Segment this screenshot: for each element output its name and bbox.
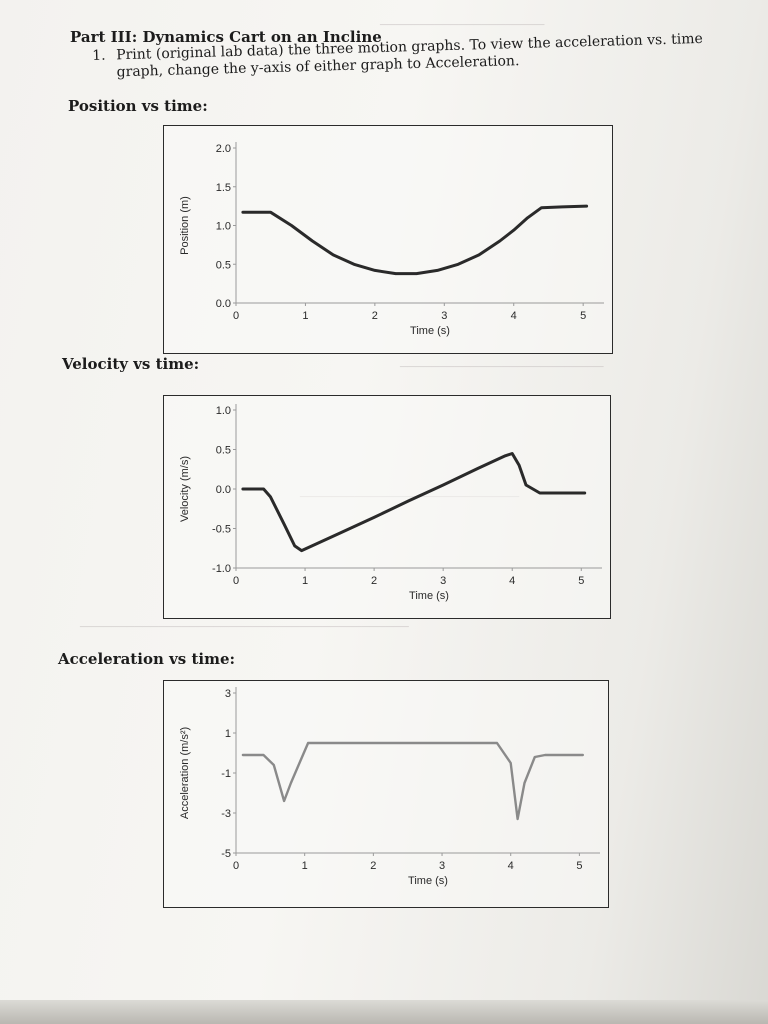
y-tick-label: 1.0 (216, 221, 231, 233)
velocity-section-label: Velocity vs time: (62, 355, 200, 373)
y-axis-title: Velocity (m/s) (179, 456, 191, 522)
y-tick-label: 2.0 (216, 143, 231, 155)
y-tick-label: 1.5 (216, 182, 231, 194)
x-tick-label: 4 (508, 860, 514, 872)
bleed-through-text: ────────────────────────────────────────… (80, 620, 409, 635)
x-tick-label: 1 (302, 860, 308, 872)
velocity-plot-svg: 1.0 0.5 0.0 -0.5 -1.00 1 2 3 4 5 Time (s) Velocity … (179, 404, 602, 602)
y-tick-label: -3 (221, 808, 231, 820)
x-tick-label: 0 (233, 860, 239, 872)
x-tick-label: 1 (302, 310, 308, 322)
position-data-line (241, 204, 589, 276)
acceleration-plot-svg: 3 1 -1 -3 -50 1 2 3 4 5 Time (s) Acceleration (m/s²… (179, 687, 600, 887)
velocity-vs-time-chart: 1.0 0.5 0.0 -0.5 -1.0 0 1 2 3 4 5 Time (s) Velocity … (163, 395, 611, 619)
x-tick-label: 5 (578, 575, 584, 587)
acceleration-data-line (241, 741, 584, 821)
x-tick-label: 0 (233, 310, 239, 322)
bleed-through-text: ────────────────────────── (400, 360, 604, 375)
x-tick-label: 0 (233, 575, 239, 587)
position-plot-svg: 2.0 1.5 1.0 0.5 0.00 1 2 3 4 5 Time (s) Position (m… (179, 142, 604, 337)
part-title: Part III: Dynamics Cart on an Incline (70, 28, 382, 46)
acceleration-vs-time-chart: 3 1 -1 -3 -5 0 1 2 3 4 5 Time (s) Acceleration (m/s²… (163, 680, 609, 908)
y-tick-label: 1 (225, 728, 231, 740)
acceleration-section-label: Acceleration vs time: (58, 650, 236, 668)
step-number: 1. (92, 47, 106, 64)
x-tick-label: 2 (372, 310, 378, 322)
position-section-label: Position vs time: (68, 97, 208, 115)
paper-edge (0, 1000, 768, 1024)
y-tick-label: 3 (225, 688, 231, 700)
position-vs-time-chart: 2.0 1.5 1.0 0.5 0.0 0 1 2 3 4 5 Time (s) Position (m… (163, 125, 613, 354)
x-tick-label: 2 (370, 860, 376, 872)
x-tick-label: 2 (371, 575, 377, 587)
y-tick-label: -5 (221, 848, 231, 860)
y-tick-label: 0.0 (216, 484, 231, 496)
x-tick-label: 1 (302, 575, 308, 587)
y-tick-label: -0.5 (212, 524, 231, 536)
y-tick-label: -1.0 (212, 563, 231, 575)
y-tick-label: 0.5 (216, 259, 231, 271)
x-axis-title: Time (s) (410, 325, 450, 337)
x-tick-label: 3 (440, 575, 446, 587)
x-tick-label: 5 (576, 860, 582, 872)
y-tick-label: 0.0 (216, 298, 231, 310)
y-tick-label: 0.5 (216, 445, 231, 457)
x-tick-label: 3 (439, 860, 445, 872)
y-tick-label: -1 (221, 768, 231, 780)
x-axis-title: Time (s) (409, 590, 449, 602)
y-axis-title: Position (m) (179, 196, 191, 255)
y-tick-label: 1.0 (216, 405, 231, 417)
y-axis-title: Acceleration (m/s²) (179, 727, 191, 819)
x-tick-label: 3 (441, 310, 447, 322)
x-axis-title: Time (s) (408, 875, 448, 887)
x-tick-label: 4 (509, 575, 515, 587)
bleed-through-text: ───────────────────── (380, 18, 545, 33)
x-tick-label: 4 (511, 310, 517, 322)
velocity-data-line (241, 452, 587, 553)
x-tick-label: 5 (580, 310, 586, 322)
